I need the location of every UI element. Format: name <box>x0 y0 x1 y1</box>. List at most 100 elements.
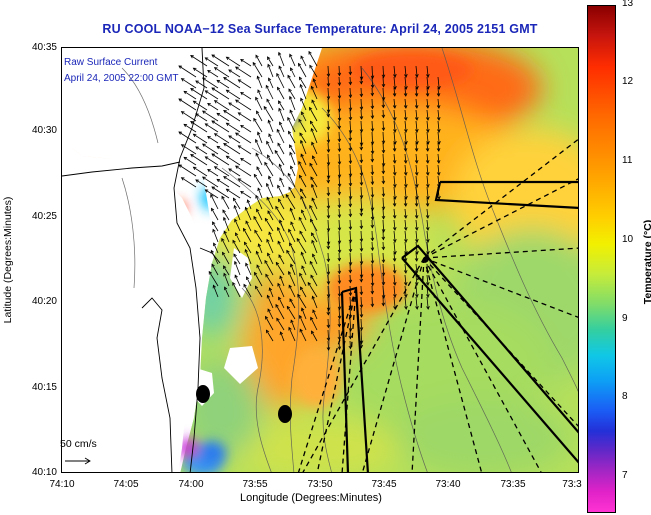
current-vector <box>338 208 340 218</box>
current-vector <box>228 102 241 111</box>
current-vector <box>404 109 407 121</box>
current-vector-head <box>414 282 419 286</box>
current-vector-head <box>255 152 259 157</box>
current-vector <box>268 77 274 89</box>
current-vector-head <box>265 315 269 320</box>
current-vector-head <box>359 93 364 98</box>
current-vector-head <box>337 293 342 298</box>
current-vector-head <box>204 90 209 94</box>
current-vector-head <box>348 328 353 332</box>
radar-site-marker[interactable] <box>278 405 292 423</box>
current-vector-head <box>426 251 430 255</box>
current-vector <box>338 296 340 310</box>
current-vector <box>393 197 396 207</box>
current-vector-head <box>210 249 214 254</box>
current-vector-head <box>415 86 419 90</box>
current-vector-head <box>264 259 268 264</box>
current-vector-head <box>183 156 188 161</box>
current-vector-head <box>211 186 216 190</box>
current-vector <box>212 229 219 243</box>
current-vector <box>238 178 252 188</box>
sst-map[interactable] <box>61 47 579 473</box>
current-vector-head <box>264 217 269 222</box>
current-vector <box>207 70 219 78</box>
current-vector <box>275 304 285 320</box>
current-vector-head <box>297 293 301 298</box>
current-vector <box>404 153 407 164</box>
current-vector-head <box>404 74 408 78</box>
current-vector-head <box>212 221 216 226</box>
current-vector-head <box>392 215 397 219</box>
current-vector <box>235 132 252 144</box>
current-vector <box>426 230 429 243</box>
current-vector-head <box>337 161 342 166</box>
current-vector <box>193 166 208 177</box>
current-vector-head <box>300 153 304 158</box>
current-vector <box>349 230 351 243</box>
x-tick-label: 73:50 <box>307 479 333 490</box>
current-vector-head <box>370 128 375 133</box>
current-vector-head <box>211 263 215 268</box>
current-vector <box>415 109 418 121</box>
current-vector-head <box>348 292 353 297</box>
current-vector <box>393 285 396 298</box>
current-vector-head <box>393 239 397 243</box>
current-vector <box>300 98 307 111</box>
current-vector <box>415 263 418 274</box>
current-vector <box>210 194 219 210</box>
current-vector-head <box>263 105 267 110</box>
current-vector-head <box>381 97 386 101</box>
current-vector <box>267 253 274 265</box>
current-vector <box>404 142 407 152</box>
radar-site-marker[interactable] <box>196 385 210 403</box>
current-vector <box>393 219 396 231</box>
current-vector <box>266 99 274 111</box>
current-vector <box>257 76 263 89</box>
current-vector <box>178 164 197 177</box>
current-vector <box>245 263 252 276</box>
current-vector-head <box>225 89 230 93</box>
current-vector-head <box>244 206 249 211</box>
current-vector <box>371 175 373 185</box>
current-vector-head <box>287 74 291 79</box>
current-vector <box>393 142 396 152</box>
current-vector <box>360 318 362 331</box>
current-vector-head <box>309 106 313 111</box>
current-vector <box>181 78 197 89</box>
current-vector-head <box>195 80 199 84</box>
current-vector <box>254 230 263 243</box>
y-tick-label: 40:10 <box>31 467 57 478</box>
current-vector-head <box>415 74 419 78</box>
current-vector <box>338 285 340 297</box>
current-vector <box>327 76 329 87</box>
current-vector-head <box>278 254 282 258</box>
current-vector-head <box>370 224 375 229</box>
current-vector <box>382 263 384 276</box>
current-vector <box>212 221 219 232</box>
current-vector-head <box>381 114 386 119</box>
current-vector-head <box>190 154 194 158</box>
current-vector <box>238 112 252 122</box>
current-vector <box>415 252 418 262</box>
current-vector <box>393 131 396 145</box>
colorbar-title: Temperature (°C) <box>642 219 651 305</box>
current-vector <box>285 194 296 210</box>
current-vector-head <box>255 54 259 59</box>
current-vector <box>338 241 341 253</box>
current-vector-head <box>290 165 294 170</box>
current-vector <box>211 54 230 67</box>
x-tick-label: 73:35 <box>500 479 526 490</box>
current-vector-head <box>348 314 353 319</box>
current-vector <box>360 153 362 163</box>
x-tick-label: 74:10 <box>49 479 75 490</box>
current-vector <box>309 163 318 177</box>
current-vector-head <box>216 112 221 117</box>
current-vector <box>371 186 373 198</box>
current-vector <box>404 296 407 310</box>
current-vector <box>426 285 429 298</box>
current-vector-head <box>326 83 331 87</box>
current-vector-head <box>326 258 331 263</box>
current-vector <box>183 123 197 133</box>
current-vector <box>255 153 263 166</box>
current-vector <box>415 175 418 188</box>
